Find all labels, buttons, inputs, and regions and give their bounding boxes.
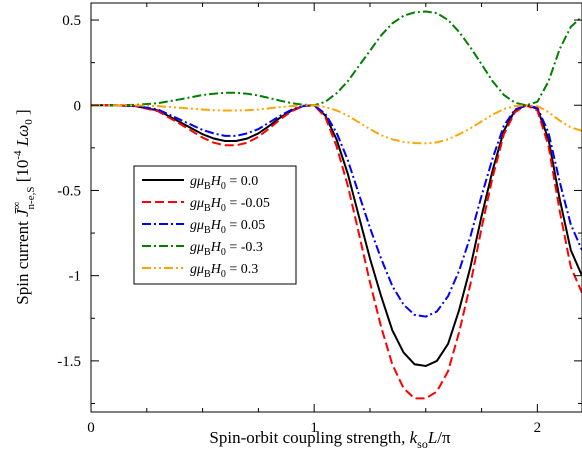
series-line-4 <box>91 104 582 145</box>
series-line-0 <box>91 104 582 368</box>
y-tick-label: 0 <box>74 98 82 114</box>
series-line-2 <box>91 104 582 318</box>
y-axis-label: Spin current J̄∞ n-e,S [10-4 Lω0 ] <box>11 109 37 304</box>
y-tick-label: -1.5 <box>57 354 81 370</box>
legend-entry: gμBH0 = -0.05 <box>190 196 270 214</box>
y-tick-label: -0.5 <box>57 183 81 199</box>
series-line-3 <box>91 10 582 107</box>
plot-frame <box>90 2 582 413</box>
legend-entry: gμBH0 = -0.3 <box>190 240 263 258</box>
legend-entry: gμBH0 = 0.0 <box>190 174 258 192</box>
y-tick-label: -1 <box>69 269 82 285</box>
legend-entry: gμBH0 = 0.05 <box>190 218 265 236</box>
x-axis-label: Spin-orbit coupling strength, ksoL/π <box>209 428 451 451</box>
legend-entry: gμBH0 = 0.3 <box>190 262 258 280</box>
x-tick-label: 1 <box>310 420 318 436</box>
x-tick-label: 2 <box>534 420 542 436</box>
y-tick-label: 0.5 <box>62 13 81 29</box>
series-line-1 <box>91 104 582 400</box>
x-tick-label: 0 <box>87 420 95 436</box>
